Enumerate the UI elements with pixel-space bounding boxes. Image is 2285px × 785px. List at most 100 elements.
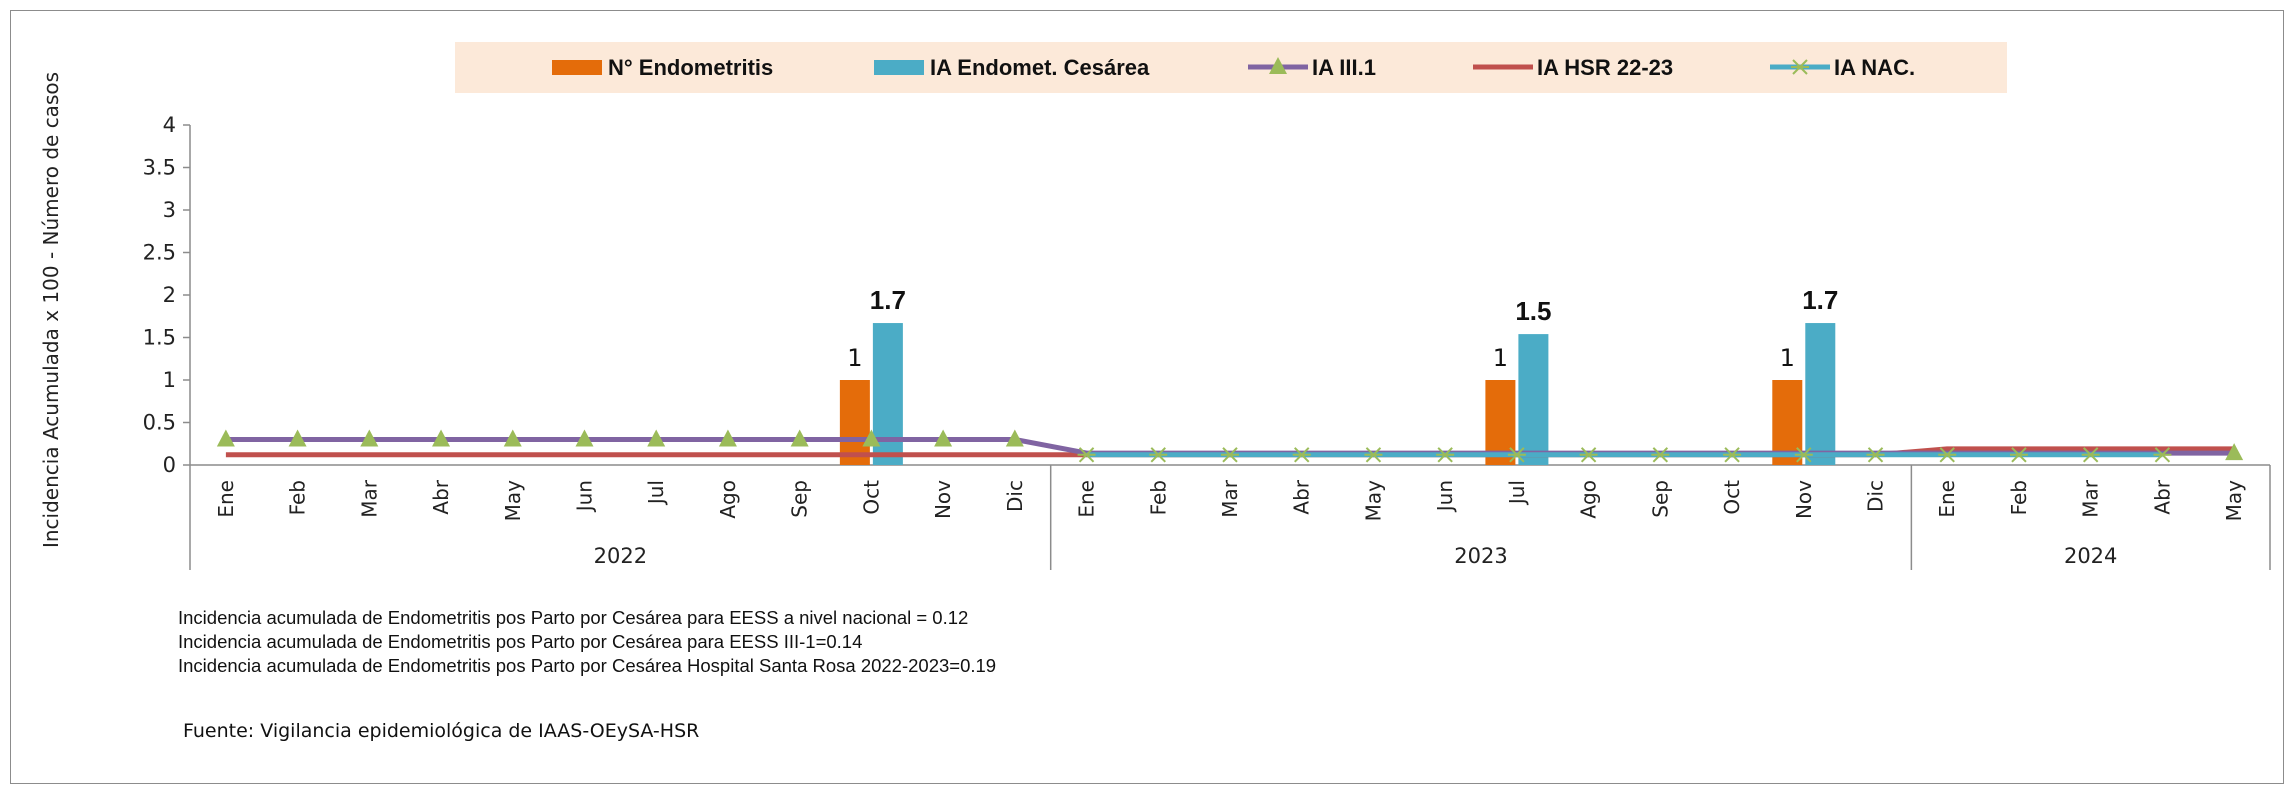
data-label: 1 bbox=[1493, 344, 1508, 372]
x-tick-label: Ene bbox=[214, 480, 238, 518]
line-marker bbox=[288, 429, 307, 447]
line-marker bbox=[432, 429, 451, 447]
line-marker bbox=[1723, 447, 1742, 463]
legend-item: IA NAC. bbox=[1770, 55, 1915, 80]
year-label: 2022 bbox=[594, 544, 647, 568]
x-tick-label: Oct bbox=[1720, 480, 1744, 515]
bars bbox=[839, 323, 1836, 465]
y-tick-label: 1 bbox=[163, 368, 176, 392]
bar bbox=[839, 380, 870, 465]
line-marker bbox=[1269, 57, 1287, 74]
line-marker bbox=[1866, 447, 1885, 463]
notes: Incidencia acumulada de Endometritis pos… bbox=[178, 606, 996, 678]
legend-label: IA HSR 22-23 bbox=[1537, 55, 1673, 80]
line-marker bbox=[1436, 447, 1455, 463]
line-marker bbox=[1651, 447, 1670, 463]
x-tick-label: Nov bbox=[931, 480, 955, 519]
line-marker bbox=[1507, 447, 1526, 463]
legend-item: IA HSR 22-23 bbox=[1473, 55, 1673, 80]
y-tick-label: 1.5 bbox=[143, 326, 176, 350]
chart-frame bbox=[10, 10, 2284, 784]
x-tick-label: Nov bbox=[1792, 480, 1816, 519]
y-tick-label: 2 bbox=[163, 283, 176, 307]
x-tick-label: May bbox=[2222, 480, 2246, 522]
legend: N° Endometritis IA Endomet. Cesárea IA III… bbox=[455, 42, 2007, 93]
note-iii1: Incidencia acumulada de Endometritis pos… bbox=[178, 631, 863, 652]
lines bbox=[216, 429, 2244, 463]
data-label: 1.5 bbox=[1515, 296, 1551, 326]
line-marker bbox=[1938, 447, 1957, 463]
legend-label: N° Endometritis bbox=[608, 55, 773, 80]
line-marker bbox=[1221, 447, 1239, 463]
x-tick-label: Jul bbox=[1505, 480, 1529, 506]
note-national: Incidencia acumulada de Endometritis pos… bbox=[178, 607, 969, 628]
line-marker bbox=[216, 429, 235, 447]
x-tick-label: Feb bbox=[2007, 480, 2031, 515]
note-hsr: Incidencia acumulada de Endometritis pos… bbox=[178, 655, 997, 676]
line-marker bbox=[1292, 447, 1311, 463]
legend-item: IA III.1 bbox=[1248, 55, 1376, 80]
x-tick-label: May bbox=[501, 480, 525, 522]
legend-box bbox=[455, 42, 2007, 93]
bar bbox=[1805, 323, 1836, 465]
legend-label: IA III.1 bbox=[1312, 55, 1376, 80]
line-marker bbox=[2081, 447, 2100, 463]
line-marker bbox=[2225, 443, 2244, 461]
x-tick-label: Ene bbox=[1935, 480, 1959, 518]
x-tick-label: Ago bbox=[716, 480, 740, 519]
data-labels: 1 1 1 1.7 1.5 1.7 bbox=[847, 285, 1838, 372]
legend-label: IA Endomet. Cesárea bbox=[930, 55, 1150, 80]
legend-swatch bbox=[552, 60, 602, 75]
x-tick-label: Abr bbox=[1290, 479, 1314, 514]
y-axis-title: Incidencia Acumulada x 100 - Número de c… bbox=[39, 72, 63, 548]
line-marker bbox=[1364, 447, 1383, 463]
source-note: Fuente: Vigilancia epidemiológica de IAA… bbox=[183, 720, 700, 742]
line-marker bbox=[1791, 59, 1809, 75]
x-tick-label: Ene bbox=[1075, 480, 1099, 518]
year-label: 2024 bbox=[2064, 544, 2117, 568]
line-marker bbox=[1149, 447, 1168, 463]
data-label: 1 bbox=[847, 344, 862, 372]
legend-item: IA Endomet. Cesárea bbox=[874, 55, 1150, 80]
line-marker bbox=[934, 429, 953, 447]
line-marker bbox=[1005, 429, 1024, 447]
line-marker bbox=[503, 429, 522, 447]
x-tick-label: Feb bbox=[286, 480, 310, 515]
x-tick-label: May bbox=[1361, 480, 1385, 522]
line-marker bbox=[862, 429, 881, 447]
data-label: 1 bbox=[1780, 344, 1795, 372]
line-marker bbox=[1077, 447, 1096, 463]
x-tick-label: Dic bbox=[1864, 480, 1888, 512]
x-tick-label: Jul bbox=[644, 480, 668, 506]
line-marker bbox=[2009, 447, 2028, 463]
line-marker bbox=[647, 429, 666, 447]
x-tick-label: Jun bbox=[1433, 480, 1457, 513]
x-tick-label: Mar bbox=[357, 479, 381, 518]
bar bbox=[1518, 334, 1549, 465]
legend-label: IA NAC. bbox=[1834, 55, 1915, 80]
y-tick-label: 0.5 bbox=[143, 411, 176, 435]
year-label: 2023 bbox=[1454, 544, 1507, 568]
x-tick-label: Abr bbox=[429, 479, 453, 514]
x-tick-label: Feb bbox=[1146, 480, 1170, 515]
x-tick-label: Sep bbox=[1648, 480, 1672, 518]
line-marker bbox=[1579, 447, 1598, 463]
x-tick-label: Sep bbox=[788, 480, 812, 518]
y-tick-label: 2.5 bbox=[143, 241, 176, 265]
x-tick-label: Ago bbox=[1577, 480, 1601, 519]
x-tick-label: Abr bbox=[2150, 479, 2174, 514]
line-ia-iii1 bbox=[225, 437, 2235, 456]
y-tick-label: 4 bbox=[163, 113, 176, 137]
line-marker bbox=[718, 429, 737, 447]
x-tick-label: Oct bbox=[859, 480, 883, 515]
y-tick-label: 3.5 bbox=[143, 156, 176, 180]
line-marker bbox=[360, 429, 379, 447]
y-tick-label: 0 bbox=[163, 453, 176, 477]
line-marker bbox=[2153, 447, 2172, 463]
x-tick-label: Dic bbox=[1003, 480, 1027, 512]
y-tick-label: 3 bbox=[163, 198, 176, 222]
line-marker bbox=[790, 429, 809, 447]
x-tick-label: Mar bbox=[1218, 479, 1242, 518]
